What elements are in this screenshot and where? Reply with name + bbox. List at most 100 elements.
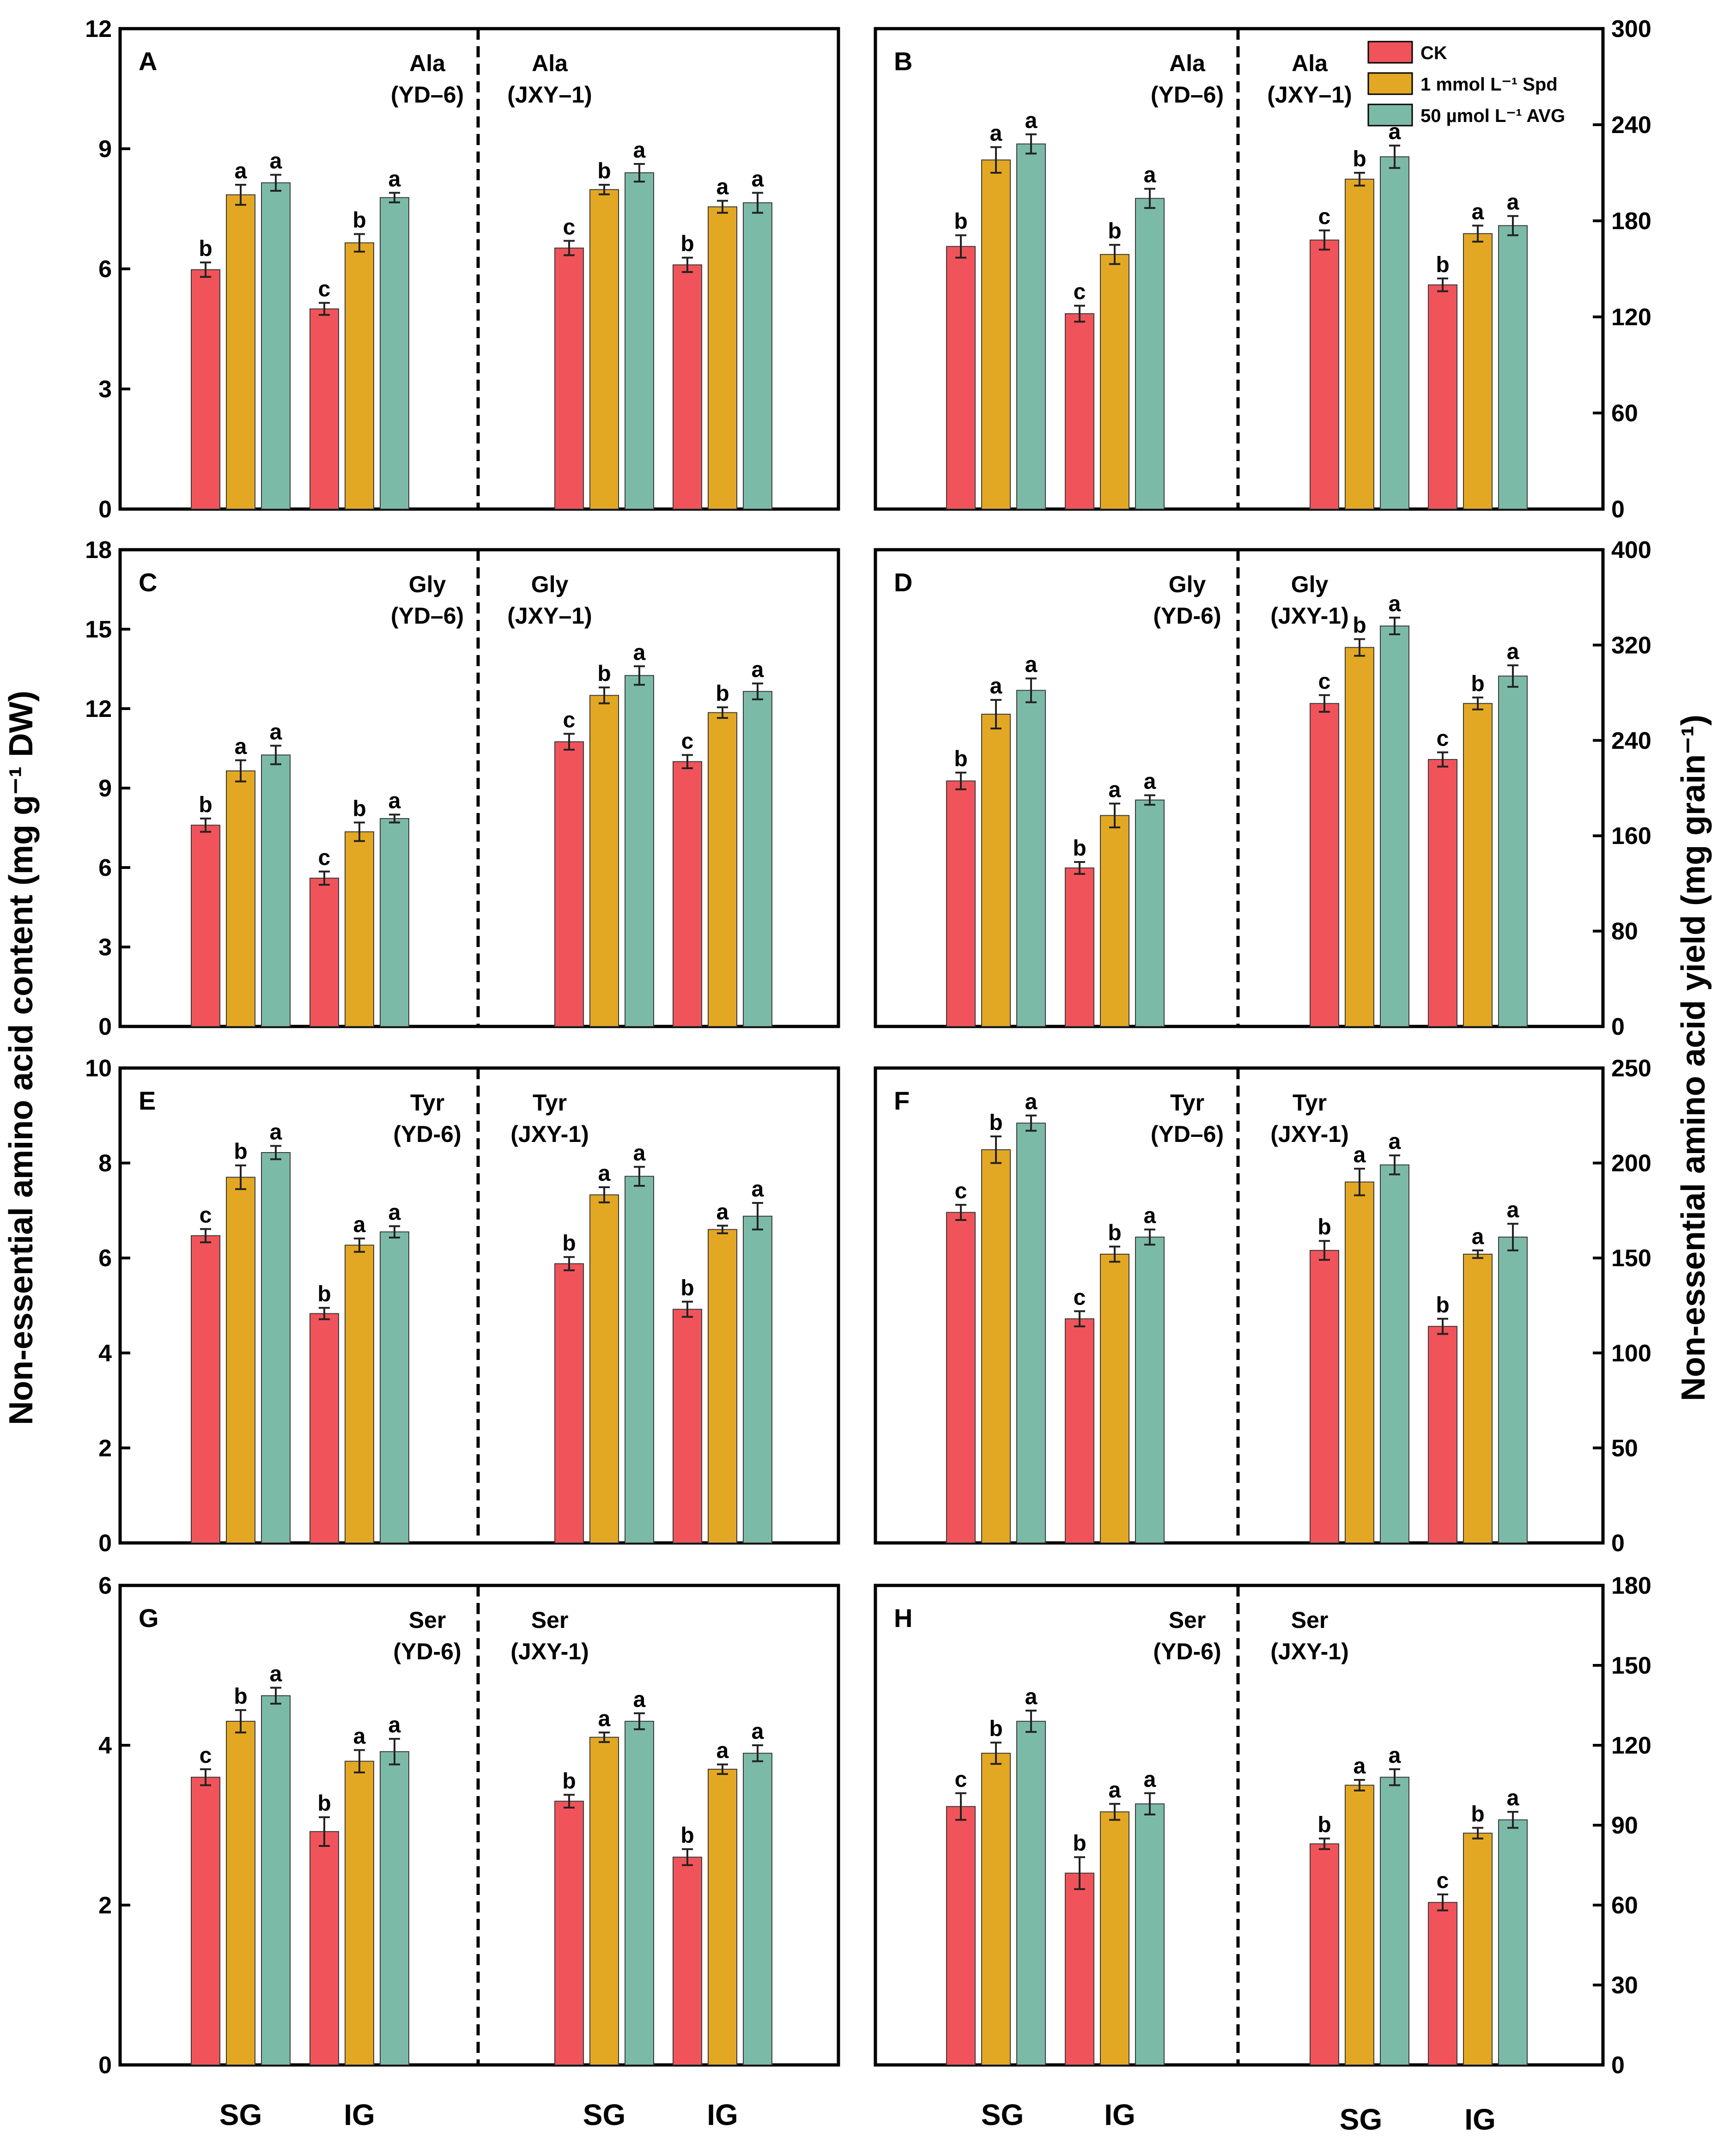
bar-panel-d-2-sg-ck: [1310, 703, 1339, 1027]
panel-a-ytick-label-1: 3: [98, 376, 112, 403]
legend-swatch-spd: [1367, 72, 1413, 95]
bar-panel-a-2-ig-ck: [673, 264, 702, 510]
sig-letter-panel-c-1-sg-avg: a: [270, 720, 282, 744]
bar-panel-h-2-sg-ck: [1310, 1843, 1339, 2066]
sig-letter-panel-g-1-sg-avg: a: [270, 1662, 282, 1686]
panel-f-annotation-1-name: Tyr: [1170, 1090, 1204, 1116]
bar-panel-c-2-ig-avg: [743, 691, 772, 1027]
bar-panel-e-1-ig-avg: [380, 1231, 409, 1543]
bar-panel-d-2-sg-spd: [1345, 647, 1374, 1027]
sig-letter-panel-d-2-ig-spd: b: [1471, 672, 1484, 696]
legend-label-avg: 50 µmol L⁻¹ AVG: [1420, 106, 1565, 126]
bar-panel-d-1-ig-spd: [1100, 815, 1129, 1027]
sig-letter-panel-b-2-ig-spd: a: [1472, 200, 1484, 224]
panel-c-annotation-1-cultivar: (YD–6): [391, 603, 464, 629]
panel-e-ytick-label-4: 8: [98, 1150, 112, 1177]
bar-panel-f-2-sg-spd: [1345, 1181, 1374, 1543]
panel-c-ytick-label-5: 15: [85, 616, 112, 643]
sig-letter-panel-e-2-sg-spd: a: [598, 1161, 611, 1186]
sig-letter-panel-a-1-sg-avg: a: [270, 149, 282, 173]
sig-letter-panel-f-2-sg-avg: a: [1389, 1129, 1401, 1154]
bar-panel-d-2-ig-avg: [1498, 675, 1528, 1027]
bar-panel-b-1-sg-ck: [946, 246, 976, 510]
legend-label-spd: 1 mmol L⁻¹ Spd: [1420, 74, 1558, 95]
bar-panel-h-1-ig-avg: [1135, 1803, 1165, 2066]
sig-letter-panel-e-2-sg-avg: a: [633, 1141, 646, 1166]
sig-letter-panel-b-2-sg-ck: c: [1318, 205, 1331, 229]
bar-panel-e-2-ig-ck: [673, 1309, 702, 1544]
sig-letter-panel-h-1-ig-spd: a: [1109, 1778, 1121, 1803]
bar-panel-b-2-sg-spd: [1345, 178, 1374, 510]
panel-e-annotation-1-cultivar: (YD-6): [393, 1121, 461, 1147]
bar-panel-a-1-sg-avg: [261, 182, 291, 510]
bar-panel-c-1-ig-avg: [380, 818, 409, 1027]
panel-c-ytick-label-6: 18: [85, 537, 112, 564]
sig-letter-panel-b-1-ig-ck: c: [1074, 280, 1086, 304]
panel-c-annotation-1-name: Gly: [409, 571, 446, 597]
sig-letter-panel-h-1-sg-ck: c: [955, 1767, 967, 1792]
sig-letter-panel-b-1-sg-ck: b: [954, 209, 967, 234]
bar-panel-f-2-sg-avg: [1380, 1164, 1409, 1543]
sig-letter-panel-a-1-ig-ck: c: [318, 277, 331, 302]
x-group-labels: SG IG SG IG SG IG SG IG: [219, 2098, 1496, 2136]
panel-e-annotation-2-name: Tyr: [533, 1090, 567, 1116]
bar-panel-a-2-sg-ck: [554, 247, 584, 510]
panel-b-ytick-label-3: 180: [1611, 208, 1651, 235]
bar-panel-c-2-sg-ck: [554, 741, 584, 1027]
bar-panel-d-1-ig-ck: [1065, 867, 1094, 1027]
bar-panel-d-1-ig-avg: [1135, 799, 1165, 1027]
panel-h-ytick-label-6: 180: [1611, 1572, 1651, 1599]
bar-panel-b-2-sg-ck: [1310, 239, 1339, 510]
panel-d-annotation-1-cultivar: (YD-6): [1153, 603, 1221, 629]
panel-f-ytick-label-3: 150: [1611, 1245, 1651, 1272]
sig-letter-panel-b-1-sg-avg: a: [1025, 109, 1038, 133]
panel-h-annotation-1-cultivar: (YD-6): [1153, 1639, 1221, 1664]
bar-panel-g-2-sg-avg: [625, 1721, 654, 2066]
bar-panel-f-1-ig-avg: [1135, 1236, 1165, 1543]
y-axis-label-right: Non-essential amino acid yield (mg grain…: [1675, 715, 1712, 1401]
x-group-label-sg-2: SG: [583, 2098, 625, 2131]
sig-letter-panel-f-1-ig-ck: c: [1074, 1285, 1086, 1310]
panel-e-ytick-label-0: 0: [98, 1530, 112, 1557]
bar-panel-b-1-ig-ck: [1065, 313, 1094, 510]
sig-letter-panel-c-1-ig-ck: c: [318, 846, 331, 870]
sig-letter-panel-f-2-sg-spd: a: [1354, 1143, 1366, 1167]
bar-panel-e-2-sg-ck: [554, 1263, 584, 1543]
bar-panel-b-1-ig-spd: [1100, 254, 1129, 510]
panel-g-ytick-label-1: 2: [98, 1892, 112, 1919]
sig-letter-panel-g-1-ig-spd: a: [353, 1724, 366, 1748]
bar-panel-c-1-sg-avg: [261, 754, 291, 1027]
bar-panel-a-1-sg-spd: [226, 194, 255, 510]
sig-letter-panel-g-2-ig-avg: a: [752, 1719, 764, 1744]
panel-d-ytick-label-5: 400: [1611, 537, 1651, 564]
bar-panel-h-2-ig-avg: [1498, 1819, 1528, 2065]
sig-letter-panel-a-1-ig-avg: a: [388, 167, 401, 191]
sig-letter-panel-a-2-ig-avg: a: [752, 167, 764, 191]
panel-h-letter: H: [894, 1603, 912, 1633]
sig-letter-panel-g-1-sg-ck: c: [200, 1743, 212, 1768]
panel-h-ytick-label-2: 60: [1611, 1892, 1638, 1919]
panel-h-ytick-label-1: 30: [1611, 1972, 1638, 1999]
bar-panel-b-2-sg-avg: [1380, 156, 1409, 510]
bar-panel-c-2-sg-spd: [589, 695, 619, 1027]
x-group-label-ig-2: IG: [707, 2098, 738, 2131]
panel-g-ytick-label-3: 6: [98, 1572, 112, 1599]
bar-panel-a-2-ig-avg: [743, 202, 772, 510]
panel-c-annotation-2-name: Gly: [531, 571, 569, 597]
panel-b-annotation-1-cultivar: (YD–6): [1151, 82, 1224, 108]
panel-f-annotation-2-name: Tyr: [1293, 1090, 1327, 1116]
sig-letter-panel-e-2-ig-ck: b: [680, 1276, 694, 1300]
sig-letter-panel-d-1-sg-ck: b: [954, 747, 967, 771]
panel-b-annotation-2-cultivar: (JXY–1): [1267, 82, 1352, 108]
sig-letter-panel-a-1-ig-spd: b: [352, 208, 366, 233]
bar-panel-f-2-ig-avg: [1498, 1236, 1528, 1543]
sig-letter-panel-e-2-sg-ck: b: [562, 1231, 576, 1256]
bar-panel-a-2-sg-spd: [589, 189, 619, 510]
sig-letter-panel-a-2-ig-ck: b: [680, 232, 694, 256]
sig-letter-panel-h-2-ig-avg: a: [1507, 1786, 1519, 1810]
sig-letter-panel-f-2-ig-spd: a: [1472, 1225, 1484, 1249]
